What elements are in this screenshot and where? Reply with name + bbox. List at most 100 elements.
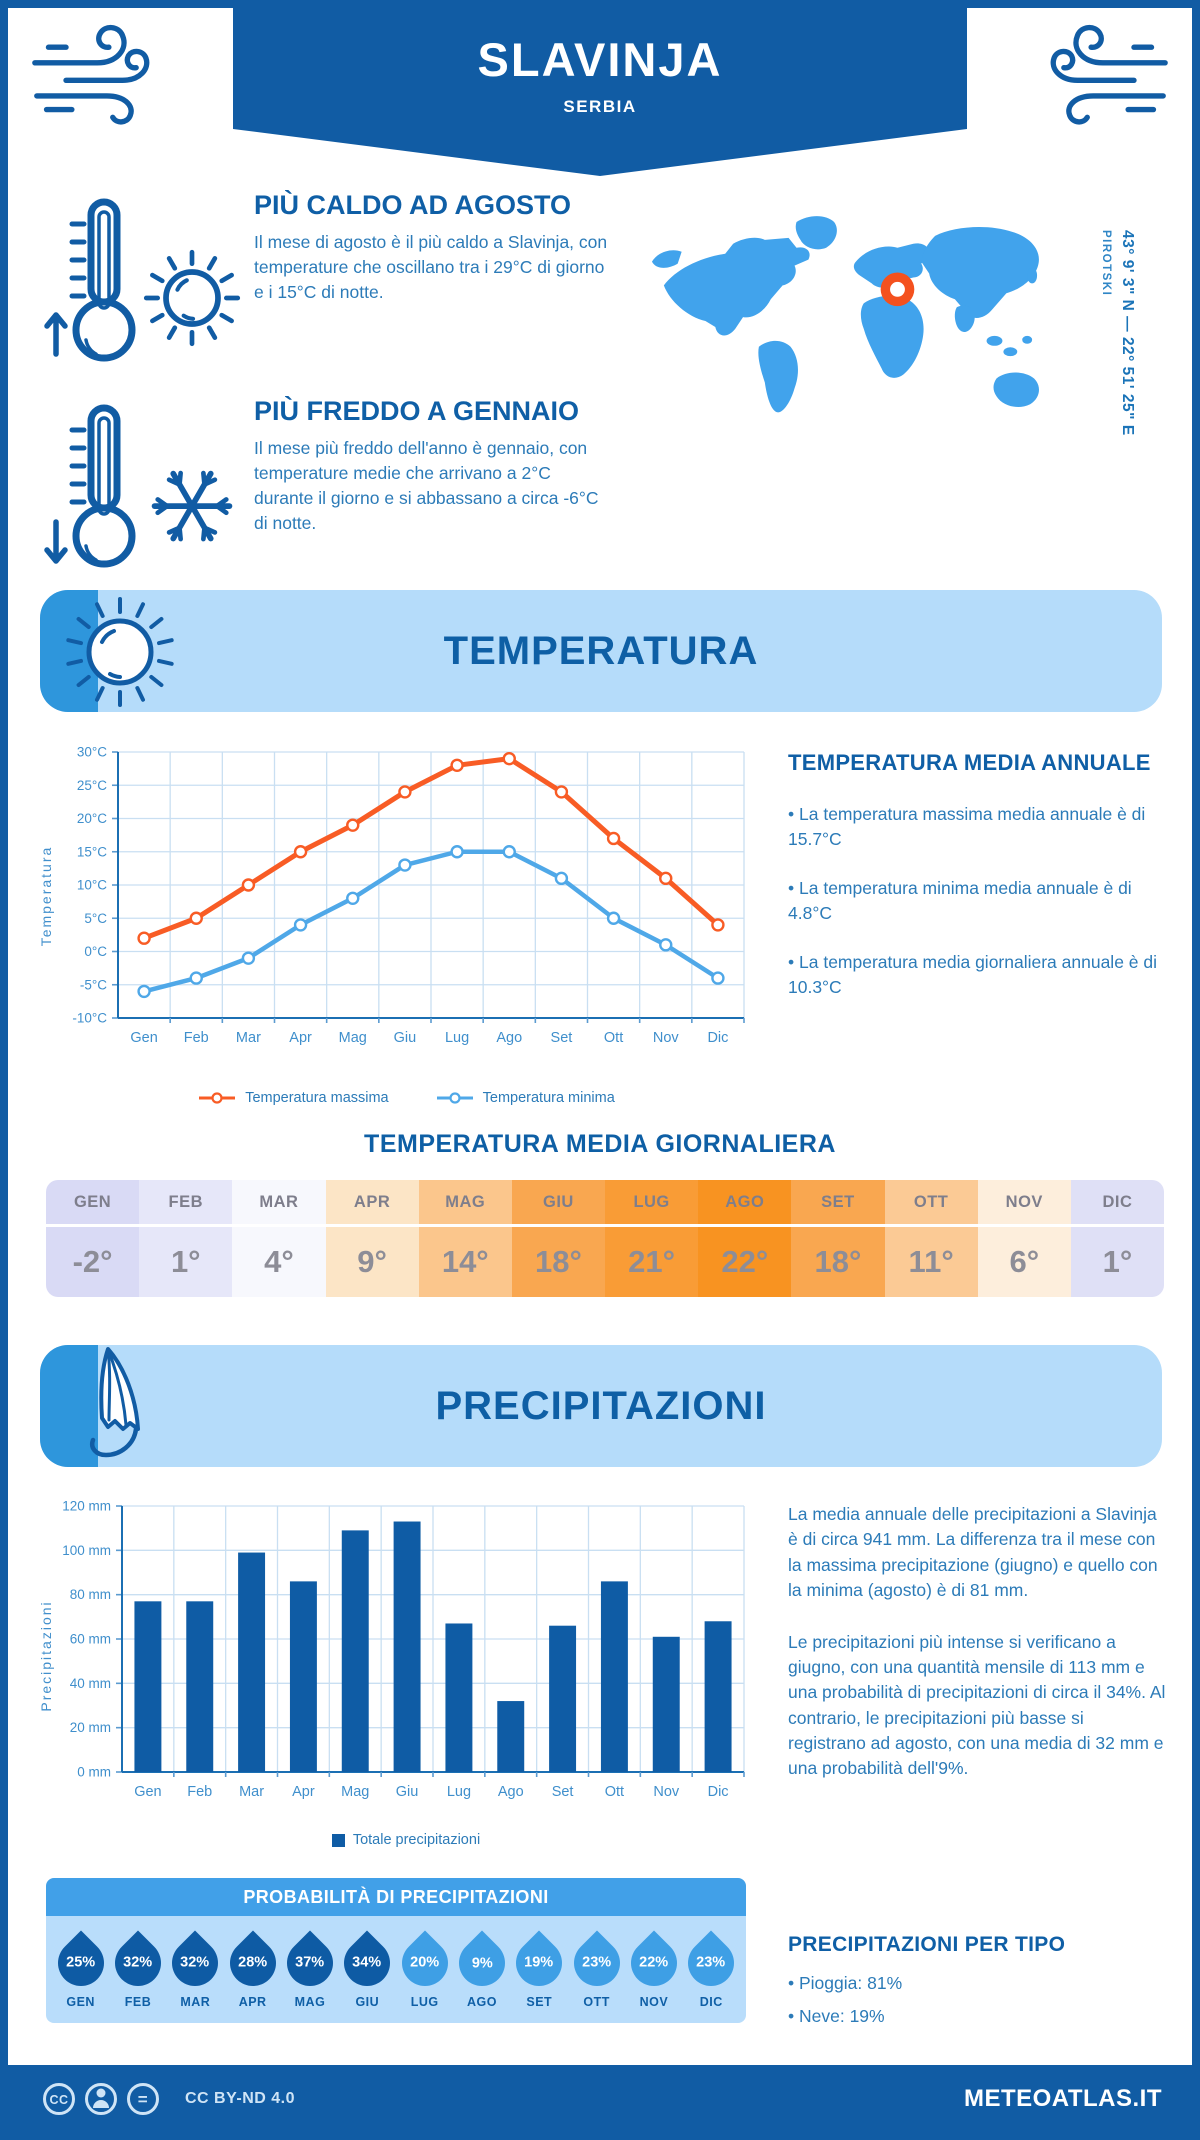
highlight-title: PIÙ CALDO AD AGOSTO <box>254 190 572 220</box>
rain-drop-cell: 28% APR <box>220 1930 286 2009</box>
svg-text:60 mm: 60 mm <box>70 1632 111 1647</box>
page-subtitle: SERBIA <box>563 97 637 116</box>
section-banner-precipitation: PRECIPITAZIONI <box>40 1345 1162 1467</box>
rain-drop-cell: 22% NOV <box>621 1930 687 2009</box>
svg-text:Dic: Dic <box>707 1030 728 1046</box>
map-coordinates-block: 43° 9' 3" N — 22° 51' 25" E PIROTSKI <box>1100 230 1136 530</box>
svg-text:Ago: Ago <box>498 1784 524 1800</box>
rain-drop-cell: 37% MAG <box>277 1930 343 2009</box>
svg-text:Nov: Nov <box>653 1030 680 1046</box>
temperature-chart-legend: Temperatura massima Temperatura minima <box>56 1090 756 1106</box>
precipitation-chart: 0 mm 20 mm 40 mm 60 mm 80 mm 100 mm 120 mm Gen F… <box>62 1499 745 1800</box>
rain-drop-icon: 23% <box>564 1930 630 1996</box>
rain-drop-cell: 32% MAR <box>162 1930 228 2009</box>
precip-summary-paragraph: La media annuale delle precipitazioni a … <box>788 1504 1158 1601</box>
rain-drop-icon: 23% <box>678 1930 744 1996</box>
drop-month-label: FEB <box>124 1995 152 2009</box>
rain-drop-cell: 9% AGO <box>449 1930 515 2009</box>
table-value-cell: 4° <box>232 1227 326 1297</box>
annual-summary-bullet: La temperatura massima media annuale è d… <box>788 802 1166 852</box>
legend-item: Temperatura minima <box>435 1090 615 1106</box>
snowflake-icon <box>151 470 233 542</box>
table-value-cell: 6° <box>977 1227 1071 1297</box>
rain-drop-cell: 25% GEN <box>48 1930 114 2009</box>
cc-license[interactable]: CC = CC BY-ND 4.0 <box>38 2078 295 2120</box>
world-map <box>651 216 1039 413</box>
table-header-cell: SET <box>791 1180 885 1224</box>
svg-text:Apr: Apr <box>289 1030 312 1046</box>
section-banner-temperature: TEMPERATURA <box>40 590 1162 712</box>
site-name[interactable]: METEOATLAS.IT <box>963 2084 1162 2112</box>
drop-month-label: DIC <box>699 1995 723 2009</box>
sun-icon <box>66 597 174 707</box>
section-title-temperature: TEMPERATURA <box>443 629 759 673</box>
svg-text:Gen: Gen <box>130 1030 157 1046</box>
header-banner: SLAVINJA SERBIA <box>233 8 967 176</box>
rain-drop-icon: 34% <box>334 1930 400 1996</box>
svg-text:Ago: Ago <box>496 1030 522 1046</box>
svg-text:Feb: Feb <box>184 1030 209 1046</box>
table-header-cell: AGO <box>698 1180 792 1224</box>
map-region-label: PIROTSKI <box>1100 230 1112 297</box>
svg-text:Lug: Lug <box>445 1030 469 1046</box>
rain-drop-cell: 19% SET <box>506 1930 572 2009</box>
svg-text:CC: CC <box>49 2093 68 2107</box>
svg-text:Lug: Lug <box>447 1784 471 1800</box>
umbrella-icon <box>90 1347 140 1458</box>
map-coordinates: 43° 9' 3" N — 22° 51' 25" E <box>1119 230 1136 436</box>
precip-summary-paragraph: Le precipitazioni più intense si verific… <box>788 1631 1166 1779</box>
table-header-cell: NOV <box>977 1180 1071 1224</box>
drop-month-label: GEN <box>66 1995 95 2009</box>
svg-text:0°C: 0°C <box>84 944 107 959</box>
svg-text:Apr: Apr <box>292 1784 315 1800</box>
highlight-title: PIÙ FREDDO A GENNAIO <box>254 396 580 426</box>
table-value-cell: -2° <box>46 1227 140 1297</box>
legend-item: Totale precipitazioni <box>331 1832 480 1848</box>
rain-drop-cell: 20% LUG <box>392 1930 458 2009</box>
drop-month-label: MAR <box>180 1995 211 2009</box>
precipitation-chart-block: 0 mm 20 mm 40 mm 60 mm 80 mm 100 mm 120 mm Gen F… <box>56 1490 756 1848</box>
rain-drop-cell: 23% OTT <box>564 1930 630 2009</box>
precip-type-item: Pioggia: 81% <box>788 1971 1166 1996</box>
precip-summary-panel: La media annuale delle precipitazioni a … <box>788 1502 1166 1808</box>
annual-summary-heading: TEMPERATURA MEDIA ANNUALE <box>788 750 1151 775</box>
table-value-cell: 9° <box>325 1227 419 1297</box>
table-header-cell: FEB <box>139 1180 233 1224</box>
precip-type-heading: PRECIPITAZIONI PER TIPO <box>788 1933 1066 1956</box>
svg-text:Ott: Ott <box>605 1784 624 1800</box>
page-title: SLAVINJA <box>477 33 723 86</box>
svg-text:20°C: 20°C <box>77 811 107 826</box>
svg-text:Set: Set <box>551 1030 573 1046</box>
annual-summary-bullet: La temperatura minima media annuale è di… <box>788 876 1166 926</box>
svg-text:Set: Set <box>552 1784 574 1800</box>
highlight-coldest-block: PIÙ FREDDO A GENNAIO Il mese più freddo … <box>40 396 625 596</box>
footer: CC = CC BY-ND 4.0 METEOATLAS.IT <box>8 2065 1192 2132</box>
table-value-cell: 1° <box>1070 1227 1165 1297</box>
table-divider <box>46 1224 1164 1227</box>
table-value-cell: 11° <box>884 1227 978 1297</box>
table-header-cell: GIU <box>511 1180 606 1224</box>
table-value-cell: 22° <box>698 1227 792 1297</box>
rain-drop-icon: 19% <box>506 1930 572 1996</box>
drop-month-label: LUG <box>410 1995 439 2009</box>
svg-text:Mar: Mar <box>239 1784 264 1800</box>
rain-drop-icon: 9% <box>449 1930 515 1996</box>
drop-month-label: OTT <box>583 1995 610 2009</box>
annual-summary-panel: TEMPERATURA MEDIA ANNUALE La temperatura… <box>788 750 1166 1024</box>
table-header-cell: MAR <box>232 1180 326 1224</box>
highlight-text: Il mese più freddo dell'anno è gennaio, … <box>254 438 599 534</box>
rain-drop-cell: 34% GIU <box>334 1930 400 2009</box>
svg-text:Mag: Mag <box>339 1030 367 1046</box>
svg-text:Nov: Nov <box>653 1784 680 1800</box>
svg-text:-5°C: -5°C <box>80 977 107 992</box>
drop-month-label: APR <box>238 1995 267 2009</box>
svg-text:Gen: Gen <box>134 1784 161 1800</box>
svg-text:0 mm: 0 mm <box>77 1765 111 1780</box>
table-value-cell: 1° <box>139 1227 233 1297</box>
daily-temp-header-row: GEN FEB MAR APR MAG GIU LUG AGO SET OTT NOV DIC <box>46 1180 1165 1224</box>
table-header-cell: MAG <box>418 1180 512 1224</box>
table-header-cell: LUG <box>605 1180 699 1224</box>
cc-icons: CC = <box>43 2082 159 2115</box>
rain-drop-icon: 25% <box>48 1930 114 1996</box>
